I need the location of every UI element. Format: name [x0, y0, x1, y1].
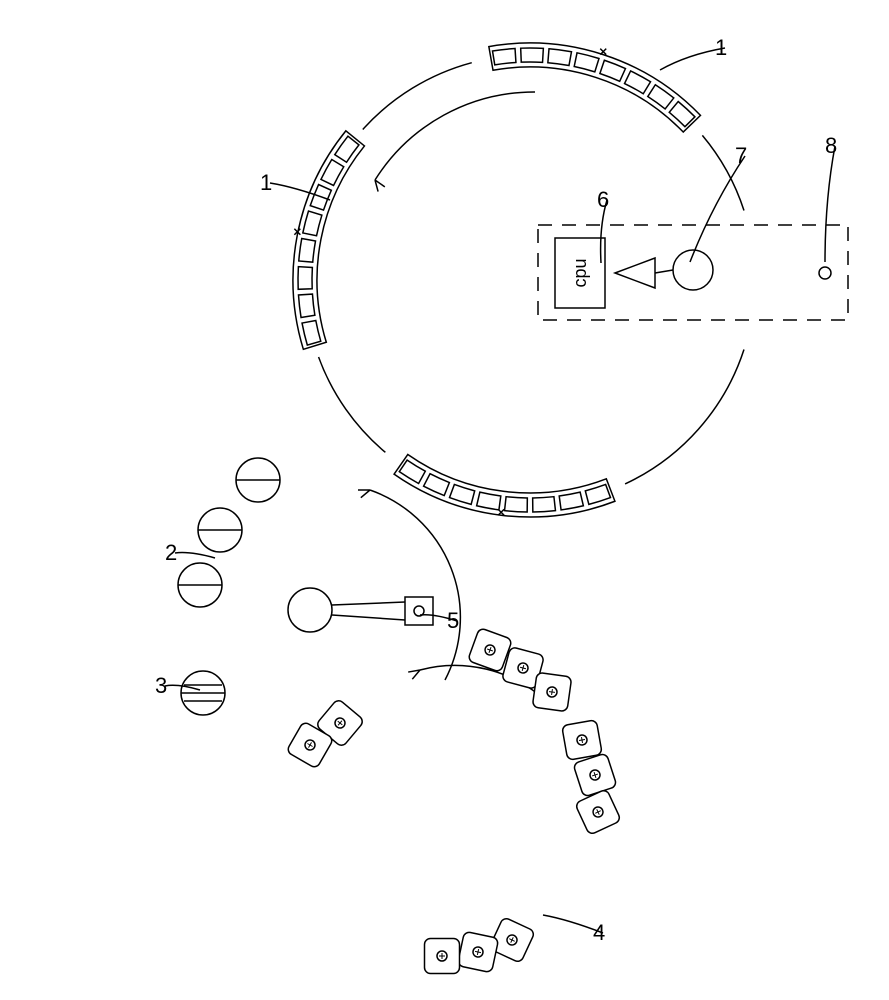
carrier-cell [574, 53, 599, 72]
label-l4: 4 [593, 920, 605, 945]
amplifier-triangle [615, 258, 655, 288]
cap-item [573, 753, 617, 797]
rotation-arrow-top [375, 92, 535, 180]
carrier-cell [521, 48, 544, 62]
carrier-cell [559, 492, 583, 510]
label-l1b: 1 [260, 170, 272, 195]
leader-l8 [825, 146, 835, 262]
carrier-cell [450, 484, 475, 504]
carrier-cell [477, 492, 501, 510]
top-circle-arc [363, 63, 472, 130]
label-l3: 3 [155, 673, 167, 698]
label-l2: 2 [165, 540, 177, 565]
cap-item [425, 939, 460, 974]
component-8 [819, 267, 831, 279]
carrier-cell [548, 49, 572, 66]
cap-item [457, 931, 499, 973]
cap-item [532, 672, 572, 712]
leader-l3 [165, 685, 200, 690]
leader-l7 [690, 156, 745, 262]
arm-end [405, 597, 433, 625]
carrier-cell [299, 239, 316, 263]
break-mark [600, 49, 606, 55]
label-l1a: 1 [715, 35, 727, 60]
middle-hub [288, 588, 332, 632]
label-l7: 7 [735, 143, 747, 168]
mechanical-diagram: cpu 1 1 2 3 4 5 6 7 8 [0, 0, 889, 1000]
carrier-cell [493, 48, 516, 64]
label-l6: 6 [597, 187, 609, 212]
cap-item [575, 789, 622, 836]
carrier-cell [533, 497, 556, 512]
top-circle-arc [625, 350, 744, 484]
cpu-label: cpu [570, 258, 590, 287]
carrier-cell [302, 320, 321, 345]
carrier-cell [303, 211, 322, 236]
carrier-cell [298, 267, 312, 290]
carrier-cell [298, 294, 314, 317]
leader-l2 [175, 553, 215, 558]
carrier-cell [424, 474, 450, 496]
carrier-cell [600, 60, 626, 81]
label-l5: 5 [447, 608, 459, 633]
carrier-cell [505, 497, 528, 512]
rotation-arrow-mid [370, 490, 460, 680]
carrier-cell [585, 484, 610, 504]
cap-item [562, 720, 603, 761]
top-circle-arc [319, 357, 386, 452]
label-l8: 8 [825, 133, 837, 158]
